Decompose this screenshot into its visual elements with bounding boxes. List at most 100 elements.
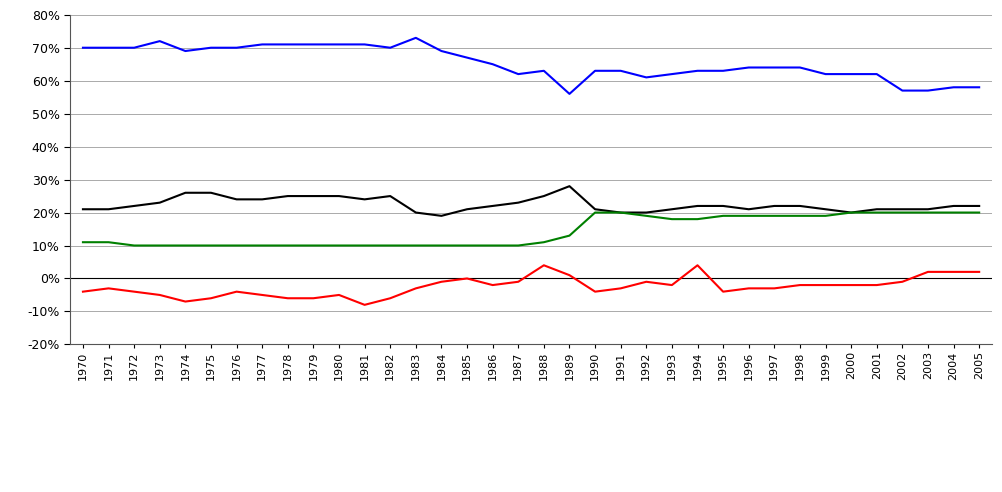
- Consumption: [257, 41, 269, 47]
- Current Account Balance: [282, 295, 294, 301]
- Consumption: [436, 48, 448, 54]
- Consumption: [384, 45, 396, 51]
- Investment: [717, 203, 729, 209]
- Government Spending: [128, 243, 140, 248]
- Investment: [614, 210, 626, 215]
- Investment: [359, 196, 371, 202]
- Current Account Balance: [973, 269, 985, 275]
- Government Spending: [461, 243, 473, 248]
- Government Spending: [666, 216, 678, 222]
- Current Account Balance: [359, 302, 371, 308]
- Investment: [666, 206, 678, 212]
- Consumption: [871, 71, 883, 77]
- Consumption: [717, 68, 729, 74]
- Government Spending: [179, 243, 191, 248]
- Current Account Balance: [769, 285, 781, 291]
- Government Spending: [640, 213, 652, 219]
- Consumption: [308, 41, 320, 47]
- Current Account Balance: [436, 279, 448, 285]
- Consumption: [461, 55, 473, 61]
- Government Spending: [205, 243, 217, 248]
- Current Account Balance: [871, 282, 883, 288]
- Investment: [205, 190, 217, 196]
- Government Spending: [742, 213, 755, 219]
- Current Account Balance: [153, 292, 165, 298]
- Investment: [538, 193, 550, 199]
- Line: Current Account Balance: Current Account Balance: [83, 265, 979, 305]
- Current Account Balance: [487, 282, 499, 288]
- Investment: [230, 196, 242, 202]
- Current Account Balance: [614, 285, 626, 291]
- Investment: [922, 206, 934, 212]
- Investment: [102, 206, 114, 212]
- Line: Government Spending: Government Spending: [83, 213, 979, 246]
- Consumption: [563, 91, 575, 97]
- Government Spending: [717, 213, 729, 219]
- Investment: [794, 203, 806, 209]
- Investment: [282, 193, 294, 199]
- Consumption: [614, 68, 626, 74]
- Investment: [820, 206, 832, 212]
- Consumption: [512, 71, 524, 77]
- Current Account Balance: [384, 295, 396, 301]
- Government Spending: [410, 243, 422, 248]
- Consumption: [333, 41, 345, 47]
- Investment: [769, 203, 781, 209]
- Consumption: [691, 68, 703, 74]
- Consumption: [205, 45, 217, 51]
- Government Spending: [871, 210, 883, 215]
- Current Account Balance: [948, 269, 960, 275]
- Government Spending: [102, 239, 114, 245]
- Current Account Balance: [230, 289, 242, 295]
- Line: Consumption: Consumption: [83, 38, 979, 94]
- Investment: [897, 206, 909, 212]
- Consumption: [948, 84, 960, 90]
- Current Account Balance: [742, 285, 755, 291]
- Government Spending: [614, 210, 626, 215]
- Current Account Balance: [461, 276, 473, 281]
- Government Spending: [512, 243, 524, 248]
- Consumption: [666, 71, 678, 77]
- Current Account Balance: [179, 299, 191, 305]
- Current Account Balance: [538, 262, 550, 268]
- Current Account Balance: [640, 279, 652, 285]
- Consumption: [589, 68, 601, 74]
- Government Spending: [769, 213, 781, 219]
- Current Account Balance: [128, 289, 140, 295]
- Investment: [308, 193, 320, 199]
- Line: Investment: Investment: [83, 186, 979, 216]
- Consumption: [538, 68, 550, 74]
- Government Spending: [257, 243, 269, 248]
- Government Spending: [973, 210, 985, 215]
- Consumption: [487, 61, 499, 67]
- Consumption: [153, 38, 165, 44]
- Investment: [77, 206, 89, 212]
- Current Account Balance: [820, 282, 832, 288]
- Investment: [589, 206, 601, 212]
- Government Spending: [487, 243, 499, 248]
- Investment: [512, 200, 524, 206]
- Current Account Balance: [922, 269, 934, 275]
- Investment: [384, 193, 396, 199]
- Current Account Balance: [589, 289, 601, 295]
- Government Spending: [845, 210, 857, 215]
- Investment: [563, 183, 575, 189]
- Consumption: [640, 74, 652, 80]
- Current Account Balance: [666, 282, 678, 288]
- Consumption: [973, 84, 985, 90]
- Current Account Balance: [717, 289, 729, 295]
- Current Account Balance: [77, 289, 89, 295]
- Government Spending: [359, 243, 371, 248]
- Current Account Balance: [845, 282, 857, 288]
- Consumption: [794, 64, 806, 70]
- Investment: [871, 206, 883, 212]
- Consumption: [820, 71, 832, 77]
- Government Spending: [538, 239, 550, 245]
- Consumption: [128, 45, 140, 51]
- Investment: [742, 206, 755, 212]
- Current Account Balance: [308, 295, 320, 301]
- Current Account Balance: [563, 272, 575, 278]
- Consumption: [282, 41, 294, 47]
- Investment: [153, 200, 165, 206]
- Investment: [691, 203, 703, 209]
